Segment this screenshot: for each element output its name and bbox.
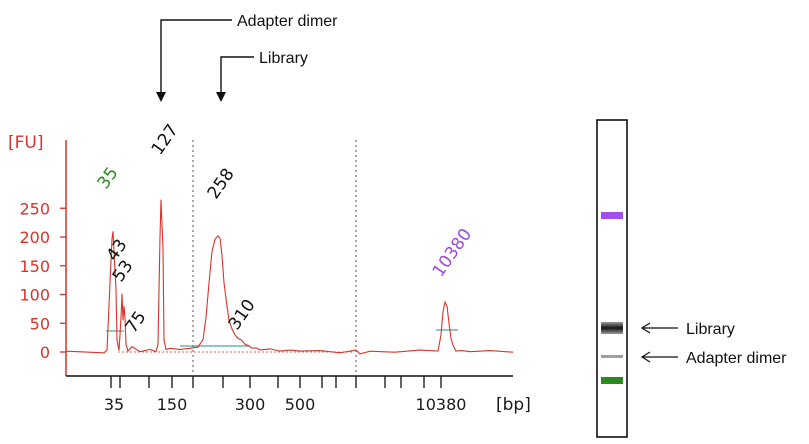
peak-label: 258 (204, 165, 239, 203)
gel-library-label: Library (686, 321, 735, 338)
x-tick-label: 500 (285, 395, 316, 414)
y-tick-label: 50 (30, 314, 50, 333)
peak-label: 310 (225, 296, 260, 334)
gel-library-arrowhead (640, 322, 651, 334)
adapter-dimer-arrowhead (156, 92, 166, 102)
library-leader-line (220, 56, 254, 100)
gel-band-library (601, 322, 623, 334)
y-tick-label: 100 (19, 286, 50, 305)
y-tick-label: 200 (19, 228, 50, 247)
gel-band-adapter-dimer (601, 355, 623, 358)
library-annotation: Library (216, 50, 308, 102)
gel-band-upper-marker (601, 212, 623, 219)
peak-label: 10380 (429, 225, 476, 281)
y-tick-group: 0 50 100 150 200 250 (19, 199, 66, 362)
gel-lane-frame (596, 119, 628, 438)
library-arrowhead (216, 92, 226, 102)
gel-band-lower-marker (601, 377, 623, 384)
x-tick-label: 150 (157, 395, 188, 414)
x-tick-label: 10380 (416, 395, 467, 414)
electropherogram-trace (65, 199, 514, 355)
adapter-dimer-annotation: Adapter dimer (156, 13, 338, 102)
gel-library-annotation: Library (640, 321, 735, 338)
y-axis-label: [FU] (8, 133, 44, 153)
gel-adapter-dimer-arrowhead (640, 351, 651, 363)
gel-adapter-dimer-annotation: Adapter dimer (640, 350, 787, 367)
y-tick-label: 150 (19, 257, 50, 276)
library-annotation-label: Library (259, 50, 308, 67)
gel-adapter-dimer-label: Adapter dimer (686, 350, 787, 367)
adapter-dimer-leader-line (160, 19, 232, 100)
x-tick-label: 300 (235, 395, 266, 414)
x-axis-label: [bp] (496, 395, 531, 415)
peak-label: 35 (94, 164, 123, 193)
y-tick-label: 0 (40, 343, 50, 362)
peak-label: 43 (103, 236, 132, 265)
y-tick-label: 250 (19, 199, 50, 218)
x-tick-group (110, 376, 442, 388)
gel-lane (596, 119, 628, 438)
y-axis: [FU] 0 50 100 150 200 250 (8, 133, 67, 376)
peak-label: 127 (148, 121, 183, 159)
adapter-dimer-annotation-label: Adapter dimer (237, 13, 338, 30)
x-tick-label: 35 (104, 395, 124, 414)
x-axis: 35 150 300 500 10380 [bp] (66, 375, 531, 415)
x-tick-label-group: 35 150 300 500 10380 (104, 395, 467, 414)
